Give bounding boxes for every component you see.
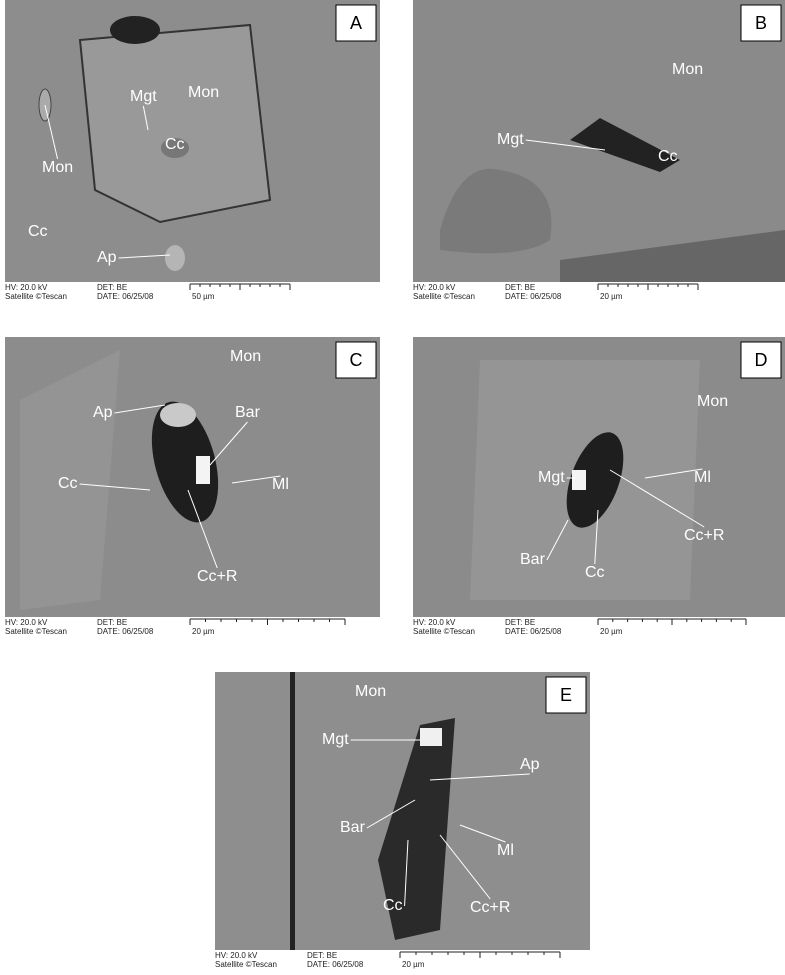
mineral-label: Cc+R [470, 899, 510, 916]
scale-label: 50 µm [192, 292, 215, 301]
footer-vendor: Satellite ©Tescan [413, 292, 475, 301]
mineral-label: Cc [28, 223, 48, 240]
mineral-label: Mon [355, 683, 386, 700]
grain [196, 456, 210, 484]
figure: AMgtMonCcMonCcApHV: 20.0 kVSatellite ©Te… [0, 0, 785, 975]
mineral-label: Ml [694, 469, 711, 486]
footer-hv: HV: 20.0 kV [413, 283, 456, 292]
mineral-label: Mon [188, 84, 219, 101]
footer-det: DET: BE [307, 951, 337, 960]
footer-hv: HV: 20.0 kV [5, 618, 48, 627]
mineral-label: Ml [272, 476, 289, 493]
grain [572, 470, 586, 490]
grain [160, 403, 196, 427]
footer-date: DATE: 06/25/08 [307, 960, 364, 969]
footer-hv: HV: 20.0 kV [413, 618, 456, 627]
mineral-label: Bar [235, 404, 261, 421]
footer-vendor: Satellite ©Tescan [5, 292, 67, 301]
footer-date: DATE: 06/25/08 [505, 627, 562, 636]
mineral-label: Mon [42, 159, 73, 176]
mineral-label: Cc+R [684, 527, 724, 544]
footer-vendor: Satellite ©Tescan [413, 627, 475, 636]
mineral-label: Mgt [130, 88, 157, 105]
mineral-label: Cc [658, 148, 678, 165]
mineral-label: Cc [58, 475, 78, 492]
mineral-label: Mgt [322, 731, 349, 748]
footer-det: DET: BE [505, 618, 535, 627]
mineral-label: Cc+R [197, 568, 237, 585]
panel-letter: D [755, 350, 768, 370]
grain [80, 25, 270, 222]
footer-date: DATE: 06/25/08 [97, 292, 154, 301]
mineral-label: Mgt [538, 469, 565, 486]
grain [165, 245, 185, 271]
footer-date: DATE: 06/25/08 [505, 292, 562, 301]
mineral-label: Mgt [497, 131, 524, 148]
mineral-label: Ap [520, 756, 540, 773]
scale-label: 20 µm [402, 960, 425, 969]
footer-hv: HV: 20.0 kV [215, 951, 258, 960]
footer-vendor: Satellite ©Tescan [215, 960, 277, 969]
panel-letter: C [350, 350, 363, 370]
footer-vendor: Satellite ©Tescan [5, 627, 67, 636]
mineral-label: Cc [165, 136, 185, 153]
footer-det: DET: BE [97, 283, 127, 292]
mineral-label: Ap [97, 249, 117, 266]
mineral-label: Bar [520, 551, 546, 568]
scale-label: 20 µm [600, 292, 623, 301]
mineral-label: Mon [697, 393, 728, 410]
shadow [110, 16, 160, 44]
panel-letter: B [755, 13, 767, 33]
scale-label: 20 µm [192, 627, 215, 636]
grain [420, 728, 442, 746]
mineral-label: Mon [230, 348, 261, 365]
mineral-label: Cc [585, 564, 605, 581]
scale-label: 20 µm [600, 627, 623, 636]
mineral-label: Ml [497, 842, 514, 859]
panel-letter: A [350, 13, 362, 33]
panel-letter: E [560, 685, 572, 705]
mineral-label: Bar [340, 819, 366, 836]
footer-hv: HV: 20.0 kV [5, 283, 48, 292]
footer-det: DET: BE [97, 618, 127, 627]
mineral-label: Ap [93, 404, 113, 421]
footer-det: DET: BE [505, 283, 535, 292]
mineral-label: Cc [383, 897, 403, 914]
panel: E Mon Mgt Ap Bar Ml Cc Cc+R HV: 20.0 kVSatellite… [215, 672, 590, 969]
mineral-label: Mon [672, 61, 703, 78]
footer-date: DATE: 06/25/08 [97, 627, 154, 636]
crack [290, 672, 295, 950]
